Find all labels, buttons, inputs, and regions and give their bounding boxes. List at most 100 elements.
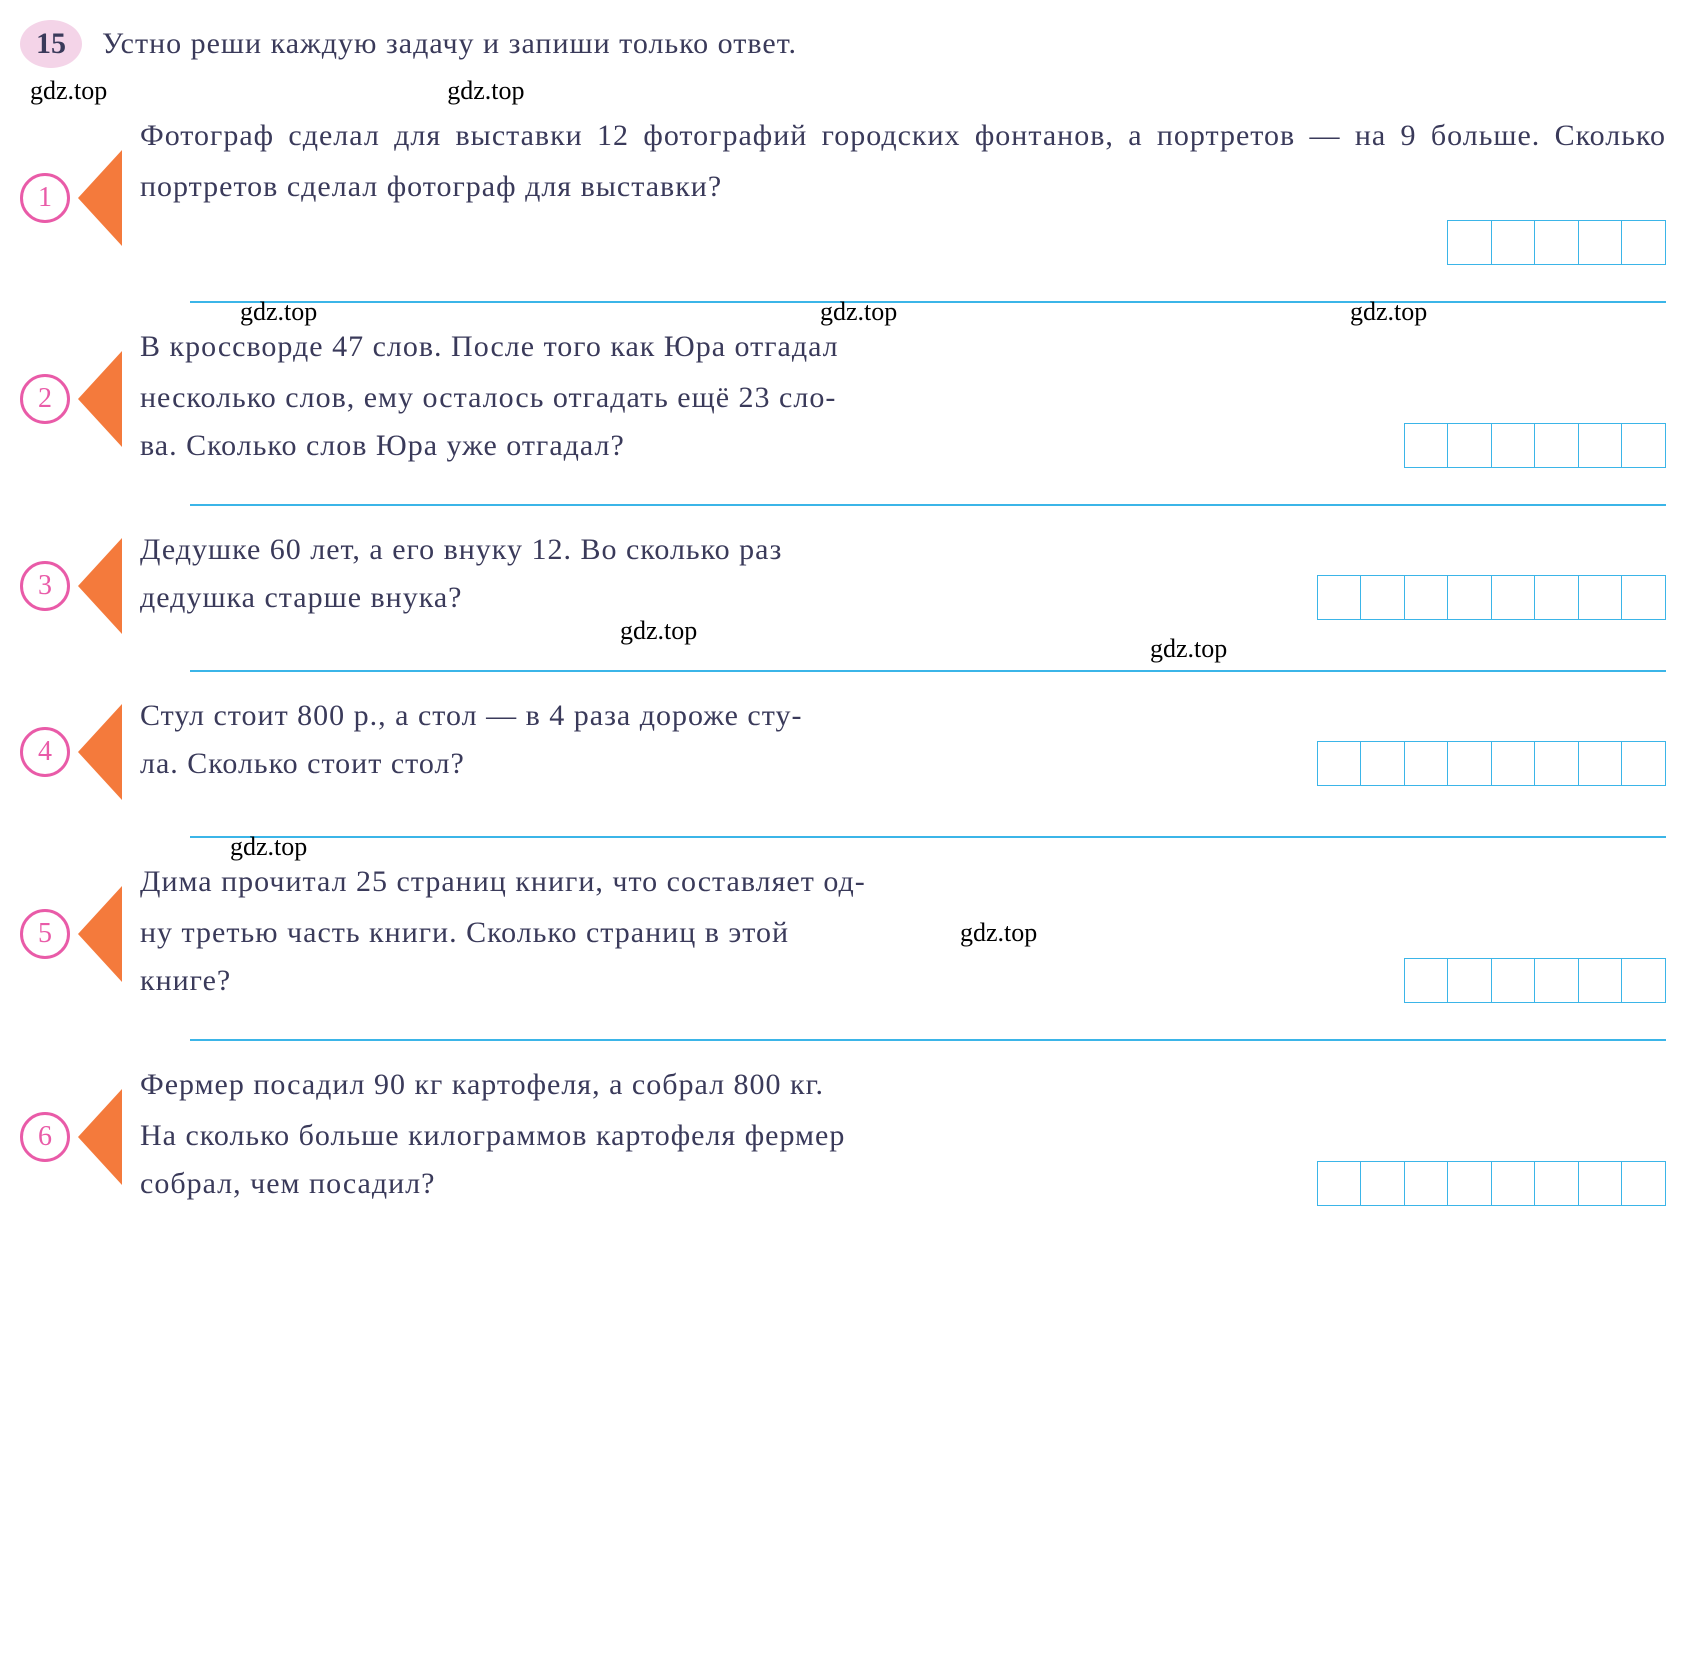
answer-cell[interactable] — [1621, 741, 1666, 786]
problem-text-line: несколько слов, ему осталось отгадать ещ… — [140, 372, 1666, 423]
answer-cell[interactable] — [1578, 575, 1623, 620]
problem-text-line: дедушка старше внука? — [140, 581, 462, 615]
answer-cell[interactable] — [1317, 575, 1362, 620]
problem-marker: 4 — [20, 690, 122, 800]
answer-cell[interactable] — [1404, 741, 1449, 786]
answer-cell[interactable] — [1534, 958, 1579, 1003]
problem-content: Стул стоит 800 р., а стол — в 4 раза дор… — [140, 690, 1666, 786]
answer-cell[interactable] — [1578, 741, 1623, 786]
answer-cell[interactable] — [1578, 958, 1623, 1003]
answer-cell[interactable] — [1578, 220, 1623, 265]
answer-cell[interactable] — [1360, 575, 1405, 620]
answer-cell[interactable] — [1447, 1161, 1492, 1206]
watermark: gdz.top — [620, 616, 697, 646]
answer-cell[interactable] — [1621, 1161, 1666, 1206]
problem-3: 3 Дедушке 60 лет, а его внуку 12. Во ско… — [20, 524, 1666, 658]
problem-6: 6 Фермер посадил 90 кг картофеля, а собр… — [20, 1059, 1666, 1230]
watermark: gdz.top — [230, 832, 307, 862]
problem-text-line: Дедушке 60 лет, а его внуку 12. Во сколь… — [140, 524, 1666, 575]
problem-5: 5 gdz.top gdz.top Дима прочитал 25 стран… — [20, 856, 1666, 1027]
answer-boxes — [1317, 1161, 1667, 1206]
answer-cell[interactable] — [1360, 741, 1405, 786]
answer-cell[interactable] — [1491, 1161, 1536, 1206]
problem-text-line: ва. Сколько слов Юра уже отгадал? — [140, 429, 625, 463]
watermark: gdz.top — [960, 918, 1037, 948]
problem-2: 2 gdz.top gdz.top gdz.top В кроссворде 4… — [20, 321, 1666, 492]
answer-boxes — [140, 220, 1666, 265]
triangle-icon — [78, 1089, 122, 1185]
answer-cell[interactable] — [1404, 423, 1449, 468]
problem-text-line: собрал, чем посадил? — [140, 1167, 435, 1201]
answer-cell[interactable] — [1491, 423, 1536, 468]
answer-cell[interactable] — [1317, 1161, 1362, 1206]
problem-number: 1 — [20, 173, 70, 223]
triangle-icon — [78, 704, 122, 800]
answer-cell[interactable] — [1404, 1161, 1449, 1206]
answer-cell[interactable] — [1447, 575, 1492, 620]
answer-cell[interactable] — [1491, 958, 1536, 1003]
problem-marker: 2 — [20, 321, 122, 447]
answer-cell[interactable] — [1491, 220, 1536, 265]
divider — [190, 836, 1666, 838]
task-number-badge: 15 — [20, 20, 82, 68]
divider — [190, 1039, 1666, 1041]
answer-boxes — [1404, 423, 1667, 468]
problem-text-line: На сколько больше килограммов картофеля … — [140, 1110, 1666, 1161]
triangle-icon — [78, 150, 122, 246]
problem-text-line: Дима прочитал 25 страниц книги, что сост… — [140, 856, 1666, 907]
watermark: gdz.top — [447, 76, 524, 106]
answer-cell[interactable] — [1621, 575, 1666, 620]
problem-1: 1 Фотограф сделал для выставки 12 фотогр… — [20, 110, 1666, 289]
answer-cell[interactable] — [1447, 423, 1492, 468]
triangle-icon — [78, 351, 122, 447]
watermark: gdz.top — [1150, 634, 1227, 664]
answer-cell[interactable] — [1317, 741, 1362, 786]
answer-cell[interactable] — [1491, 575, 1536, 620]
problem-text-line: В кроссворде 47 слов. После того как Юра… — [140, 321, 1666, 372]
answer-cell[interactable] — [1621, 423, 1666, 468]
divider — [190, 504, 1666, 506]
watermark: gdz.top — [820, 297, 897, 327]
problem-content: Фермер посадил 90 кг картофеля, а собрал… — [140, 1059, 1666, 1206]
problem-4: 4 Стул стоит 800 р., а стол — в 4 раза д… — [20, 690, 1666, 824]
answer-cell[interactable] — [1447, 220, 1492, 265]
problem-marker: 3 — [20, 524, 122, 634]
answer-cell[interactable] — [1534, 423, 1579, 468]
answer-cell[interactable] — [1360, 1161, 1405, 1206]
problem-text-line: книге? — [140, 964, 231, 998]
problem-number: 2 — [20, 374, 70, 424]
divider — [190, 670, 1666, 672]
answer-cell[interactable] — [1621, 958, 1666, 1003]
answer-cell[interactable] — [1578, 423, 1623, 468]
answer-cell[interactable] — [1534, 220, 1579, 265]
problem-content: Дедушке 60 лет, а его внуку 12. Во сколь… — [140, 524, 1666, 620]
problem-text: Фотограф сделал для выставки 12 фотограф… — [140, 110, 1666, 212]
answer-cell[interactable] — [1621, 220, 1666, 265]
answer-cell[interactable] — [1534, 741, 1579, 786]
problem-number: 3 — [20, 561, 70, 611]
answer-cell[interactable] — [1491, 741, 1536, 786]
problem-marker: 5 — [20, 856, 122, 982]
answer-boxes — [1317, 741, 1667, 786]
answer-cell[interactable] — [1404, 575, 1449, 620]
answer-cell[interactable] — [1534, 575, 1579, 620]
problem-marker: 1 — [20, 110, 122, 246]
answer-cell[interactable] — [1447, 958, 1492, 1003]
problem-text-line: ла. Сколько стоит стол? — [140, 747, 465, 781]
watermark: gdz.top — [30, 76, 107, 106]
problem-content: Фотограф сделал для выставки 12 фотограф… — [140, 110, 1666, 265]
problem-content: gdz.top gdz.top gdz.top В кроссворде 47 … — [140, 321, 1666, 468]
problem-number: 4 — [20, 727, 70, 777]
watermark: gdz.top — [1350, 297, 1427, 327]
answer-cell[interactable] — [1534, 1161, 1579, 1206]
task-instruction: Устно реши каждую задачу и запиши только… — [102, 27, 797, 61]
answer-cell[interactable] — [1447, 741, 1492, 786]
answer-cell[interactable] — [1404, 958, 1449, 1003]
answer-cell[interactable] — [1578, 1161, 1623, 1206]
answer-boxes — [1404, 958, 1667, 1003]
watermark: gdz.top — [240, 297, 317, 327]
problem-text-line: ну третью часть книги. Сколько страниц в… — [140, 907, 1666, 958]
task-header: 15 Устно реши каждую задачу и запиши тол… — [20, 20, 1666, 68]
problem-marker: 6 — [20, 1059, 122, 1185]
divider — [190, 301, 1666, 303]
